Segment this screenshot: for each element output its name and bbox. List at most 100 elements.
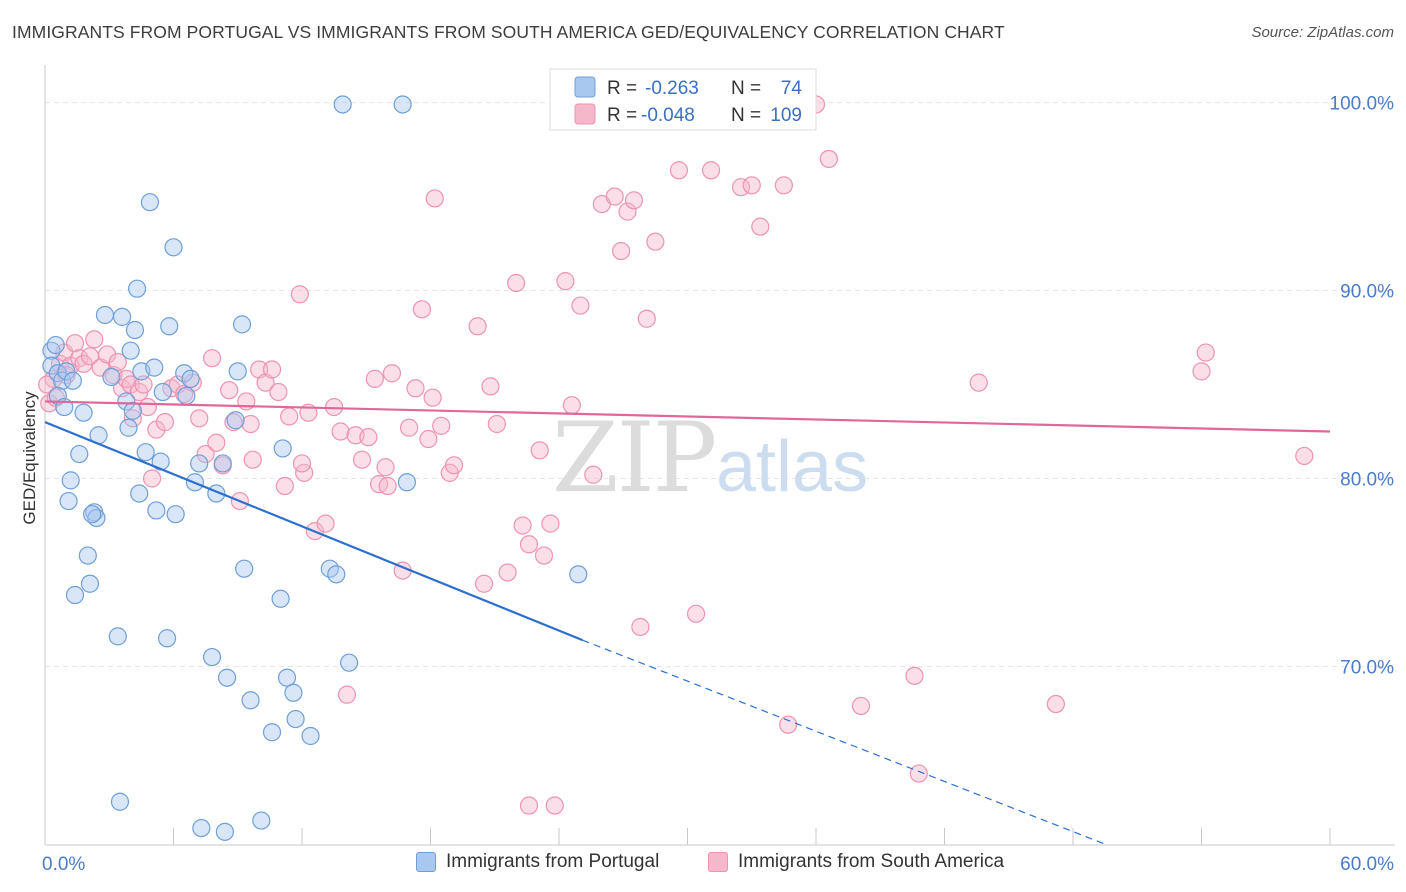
trend-line-south-america xyxy=(44,400,1331,433)
point-south-america-107 xyxy=(1046,694,1065,714)
point-south-america-78 xyxy=(541,514,560,533)
point-south-america-91 xyxy=(646,232,665,251)
point-portugal-36 xyxy=(147,501,166,520)
point-portugal-30 xyxy=(127,279,147,298)
point-portugal-59 xyxy=(262,723,282,742)
point-portugal-10 xyxy=(61,471,80,490)
point-portugal-20 xyxy=(95,305,115,325)
point-south-america-82 xyxy=(571,296,590,315)
point-portugal-64 xyxy=(286,709,305,729)
y-tick-label-100: 100.0% xyxy=(1330,94,1395,115)
point-portugal-4 xyxy=(53,371,72,390)
point-portugal-21 xyxy=(102,367,121,387)
x-tick-label-min: 0.0% xyxy=(42,854,85,875)
point-south-america-72 xyxy=(498,563,517,582)
point-portugal-39 xyxy=(160,317,179,336)
point-south-america-42 xyxy=(275,476,294,496)
point-south-america-117 xyxy=(241,414,260,434)
point-south-america-44 xyxy=(290,285,309,304)
y-axis-label: GED/Equivalency xyxy=(20,391,39,525)
point-south-america-86 xyxy=(612,241,631,261)
point-south-america-55 xyxy=(365,369,384,388)
point-south-america-68 xyxy=(468,317,487,336)
point-south-america-33 xyxy=(220,381,239,400)
point-portugal-67 xyxy=(327,565,346,584)
point-south-america-61 xyxy=(406,379,425,398)
trend-line-portugal xyxy=(44,421,583,642)
point-south-america-92 xyxy=(669,161,689,180)
legend-label-portugal: Immigrants from Portugal xyxy=(446,851,660,872)
point-portugal-31 xyxy=(130,484,149,503)
legend-swatch-portugal-bottom xyxy=(416,852,436,872)
point-south-america-43 xyxy=(280,407,299,426)
point-south-america-13 xyxy=(108,352,127,372)
point-portugal-50 xyxy=(213,454,232,473)
point-south-america-71 xyxy=(487,414,506,434)
point-south-america-17 xyxy=(123,409,142,428)
point-south-america-112 xyxy=(38,375,57,394)
point-portugal-63 xyxy=(284,683,303,702)
axes xyxy=(44,65,1395,846)
point-portugal-52 xyxy=(217,668,237,687)
point-south-america-31 xyxy=(207,433,226,452)
legend-top: R = -0.263 N = 74 R = -0.048 N = 109 xyxy=(549,68,817,131)
point-south-america-94 xyxy=(701,161,721,180)
point-south-america-54 xyxy=(359,428,378,447)
point-south-america-65 xyxy=(432,416,451,435)
point-south-america-23 xyxy=(155,413,175,432)
legend-n-label-2: N = xyxy=(731,105,761,126)
point-south-america-51 xyxy=(337,685,357,704)
point-portugal-11 xyxy=(65,585,85,605)
point-portugal-57 xyxy=(241,691,260,710)
point-portugal-70 xyxy=(393,95,412,114)
point-portugal-61 xyxy=(273,439,292,458)
point-portugal-26 xyxy=(119,418,138,437)
series-south-america-points xyxy=(38,95,1314,815)
series-portugal-points xyxy=(42,95,588,841)
point-portugal-9 xyxy=(59,491,78,511)
point-south-america-50 xyxy=(331,422,350,441)
legend-n-value-1: 74 xyxy=(781,78,803,99)
source-label: Source: ZipAtlas.com xyxy=(1251,24,1394,41)
point-south-america-100 xyxy=(779,715,798,734)
point-south-america-87 xyxy=(618,202,637,221)
legend-n-value-2: 109 xyxy=(770,105,802,126)
point-south-america-93 xyxy=(686,604,706,623)
point-south-america-30 xyxy=(202,349,222,368)
x-tick-label-max: 60.0% xyxy=(1340,854,1394,875)
point-portugal-29 xyxy=(125,320,145,340)
point-portugal-51 xyxy=(215,822,234,841)
point-portugal-38 xyxy=(157,629,177,648)
point-south-america-58 xyxy=(382,364,402,383)
point-south-america-64 xyxy=(425,189,444,208)
point-portugal-33 xyxy=(136,443,155,462)
point-south-america-85 xyxy=(605,187,624,206)
point-portugal-1 xyxy=(46,335,65,355)
point-south-america-48 xyxy=(316,514,335,533)
point-south-america-111 xyxy=(519,796,539,815)
point-south-america-90 xyxy=(637,309,656,328)
legend-r-value-2: -0.048 xyxy=(641,105,695,126)
point-south-america-83 xyxy=(584,465,603,484)
point-portugal-43 xyxy=(177,386,196,405)
point-south-america-57 xyxy=(378,476,397,496)
legend-swatch-south-america-bottom xyxy=(708,852,728,872)
y-tick-labels: 70.0% 80.0% 90.0% 100.0% xyxy=(1330,94,1395,679)
point-south-america-98 xyxy=(751,217,770,236)
point-portugal-22 xyxy=(108,627,127,646)
point-south-america-81 xyxy=(562,396,581,415)
point-south-america-77 xyxy=(534,546,554,565)
point-south-america-89 xyxy=(631,617,650,637)
trend-line-portugal-extrapolated xyxy=(582,639,1108,846)
point-portugal-48 xyxy=(202,647,222,667)
point-south-america-115 xyxy=(292,454,312,473)
point-portugal-47 xyxy=(192,818,211,838)
trend-lines xyxy=(44,400,1331,846)
legend-n-label-1: N = xyxy=(731,78,761,99)
point-south-america-104 xyxy=(905,666,924,685)
point-south-america-5 xyxy=(65,334,85,353)
point-portugal-44 xyxy=(181,369,200,388)
point-portugal-53 xyxy=(226,411,245,430)
point-portugal-5 xyxy=(48,386,67,405)
point-portugal-28 xyxy=(123,401,142,420)
